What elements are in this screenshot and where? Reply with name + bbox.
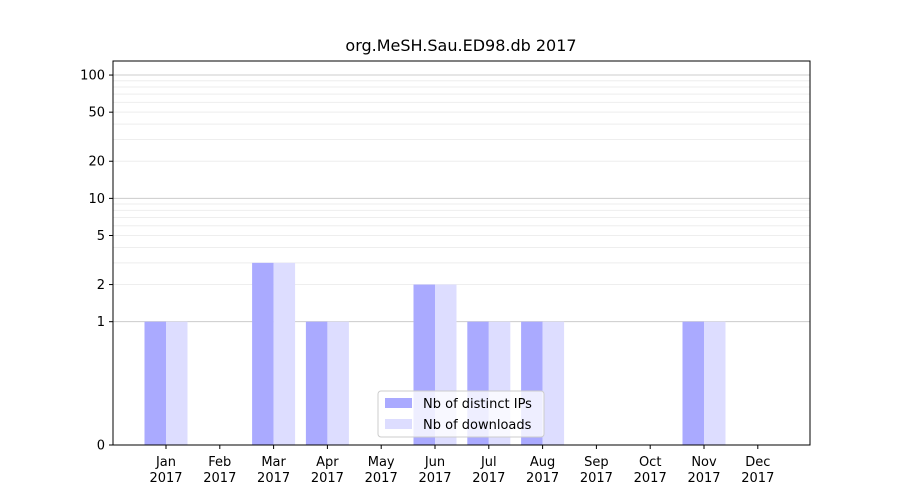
bar-downloads-nov [704, 321, 726, 445]
x-tick-label: Sep 2017 [580, 455, 613, 486]
grid-lines [113, 74, 810, 323]
chart-title: org.MeSH.Sau.ED98.db 2017 [345, 36, 576, 55]
y-tick-label: 2 [97, 278, 105, 293]
bar-ips-nov [682, 321, 704, 445]
legend-label-downloads: Nb of downloads [423, 418, 532, 433]
x-tick-label: Jun 2017 [418, 455, 451, 486]
bar-ips-jan [144, 321, 166, 445]
bar-downloads-apr [327, 321, 349, 445]
legend-swatch-ips [385, 398, 412, 408]
x-tick-label: May 2017 [365, 455, 398, 486]
legend-box [377, 390, 545, 438]
y-tick-label: 100 [80, 69, 105, 84]
bar-downloads-mar [273, 262, 296, 445]
plot-frame [112, 60, 811, 446]
x-axis: Jan 2017 Feb 2017 Mar 2017 Apr 2017 May 2017 Jun 20… [149, 445, 774, 486]
legend-label-ips: Nb of distinct IPs [423, 397, 532, 412]
y-tick-label: 0 [97, 439, 105, 454]
legend: Nb of distinct IPs Nb of downloads [377, 390, 545, 438]
x-tick-label: Mar 2017 [257, 455, 290, 486]
y-tick-label: 10 [88, 192, 105, 207]
x-tick-label: Jan 2017 [149, 455, 182, 486]
y-tick-label: 20 [88, 155, 105, 170]
bar-ips-mar [252, 262, 274, 445]
x-tick-label: Apr 2017 [311, 455, 344, 486]
y-tick-label: 5 [97, 229, 105, 244]
x-tick-label: Feb 2017 [203, 455, 236, 486]
y-tick-label: 50 [88, 106, 105, 121]
y-tick-label: 1 [97, 315, 105, 330]
y-axis: 0 1 2 5 10 20 50 100 [80, 69, 113, 454]
bar-downloads-jan [166, 321, 188, 445]
bar-ips-apr [305, 321, 328, 445]
x-tick-label: Jul 2017 [472, 455, 505, 486]
x-tick-label: Dec 2017 [741, 455, 774, 486]
bar-downloads-aug [542, 321, 565, 445]
x-tick-label: Nov 2017 [687, 455, 720, 486]
x-tick-label: Aug 2017 [526, 455, 559, 486]
x-tick-label: Oct 2017 [634, 455, 667, 486]
legend-swatch-downloads [385, 419, 412, 429]
